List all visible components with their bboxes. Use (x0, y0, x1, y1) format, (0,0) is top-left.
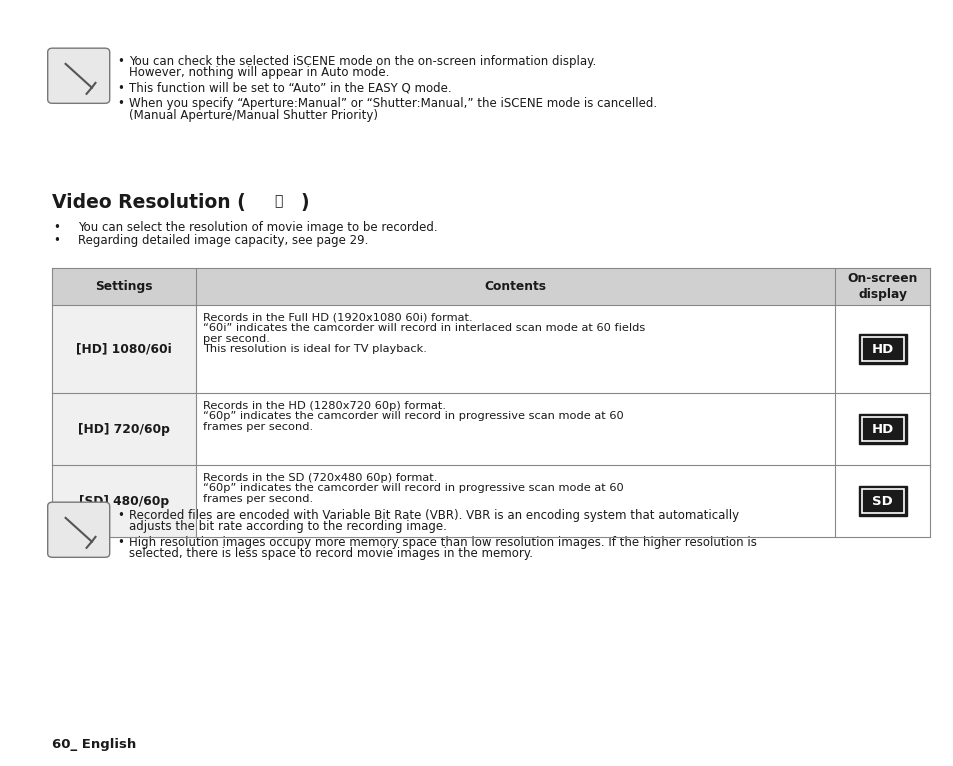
Text: High resolution images occupy more memory space than low resolution images. If t: High resolution images occupy more memor… (129, 536, 756, 548)
Text: “60p” indicates the camcorder will record in progressive scan mode at 60: “60p” indicates the camcorder will recor… (203, 411, 623, 421)
Text: Recorded files are encoded with Variable Bit Rate (VBR). VBR is an encoding syst: Recorded files are encoded with Variable… (129, 509, 739, 522)
Text: 60_ English: 60_ English (52, 738, 136, 751)
Text: selected, there is less space to record movie images in the memory.: selected, there is less space to record … (129, 547, 532, 560)
Text: ): ) (300, 193, 309, 212)
Bar (52, 393, 195, 465)
Bar (858, 414, 905, 444)
Text: •: • (117, 536, 124, 548)
Bar (861, 338, 902, 361)
Text: You can check the selected iSCENE mode on the on-screen information display.: You can check the selected iSCENE mode o… (129, 55, 596, 68)
Text: •: • (117, 55, 124, 68)
Text: frames per second.: frames per second. (203, 494, 313, 504)
Text: HD: HD (871, 423, 893, 436)
Text: 📹: 📹 (274, 195, 282, 208)
Bar (858, 335, 905, 364)
Text: [SD] 480/60p: [SD] 480/60p (79, 495, 169, 508)
Text: Records in the Full HD (1920x1080 60i) format.: Records in the Full HD (1920x1080 60i) f… (203, 313, 473, 322)
Text: Settings: Settings (95, 280, 152, 293)
Text: per second.: per second. (203, 334, 270, 344)
FancyBboxPatch shape (48, 48, 110, 103)
Text: Regarding detailed image capacity, see page 29.: Regarding detailed image capacity, see p… (78, 234, 368, 247)
FancyBboxPatch shape (48, 502, 110, 558)
Text: You can select the resolution of movie image to be recorded.: You can select the resolution of movie i… (78, 221, 437, 234)
Text: •: • (117, 509, 124, 522)
Text: frames per second.: frames per second. (203, 422, 313, 432)
Text: •: • (117, 97, 124, 110)
Text: “60i” indicates the camcorder will record in interlaced scan mode at 60 fields: “60i” indicates the camcorder will recor… (203, 323, 645, 333)
Text: Video Resolution (: Video Resolution ( (52, 193, 246, 212)
Text: When you specify “Aperture:Manual” or “Shutter:Manual,” the iSCENE mode is cance: When you specify “Aperture:Manual” or “S… (129, 97, 657, 110)
Text: [HD] 720/60p: [HD] 720/60p (78, 423, 170, 436)
Text: Records in the HD (1280x720 60p) format.: Records in the HD (1280x720 60p) format. (203, 401, 446, 411)
Text: adjusts the bit rate according to the recording image.: adjusts the bit rate according to the re… (129, 520, 446, 533)
Text: This resolution is ideal for TV playback.: This resolution is ideal for TV playback… (203, 345, 427, 355)
Text: •: • (53, 234, 60, 247)
Text: On-screen
display: On-screen display (846, 272, 917, 301)
Text: This function will be set to “Auto” in the EASY Q mode.: This function will be set to “Auto” in t… (129, 82, 451, 95)
Text: •: • (117, 82, 124, 95)
Text: Contents: Contents (484, 280, 546, 293)
Bar (52, 268, 929, 305)
Text: •: • (53, 221, 60, 234)
Bar (52, 465, 195, 537)
Text: [HD] 1080/60i: [HD] 1080/60i (76, 342, 172, 355)
Text: (Manual Aperture/Manual Shutter Priority): (Manual Aperture/Manual Shutter Priority… (129, 109, 377, 122)
Bar (861, 489, 902, 512)
Bar (52, 305, 195, 393)
Text: However, nothing will appear in Auto mode.: However, nothing will appear in Auto mod… (129, 67, 389, 80)
Text: Records in the SD (720x480 60p) format.: Records in the SD (720x480 60p) format. (203, 473, 437, 483)
Text: SD: SD (871, 495, 892, 508)
Bar (861, 417, 902, 440)
Text: “60p” indicates the camcorder will record in progressive scan mode at 60: “60p” indicates the camcorder will recor… (203, 483, 623, 493)
Text: HD: HD (871, 342, 893, 355)
Bar (858, 486, 905, 516)
